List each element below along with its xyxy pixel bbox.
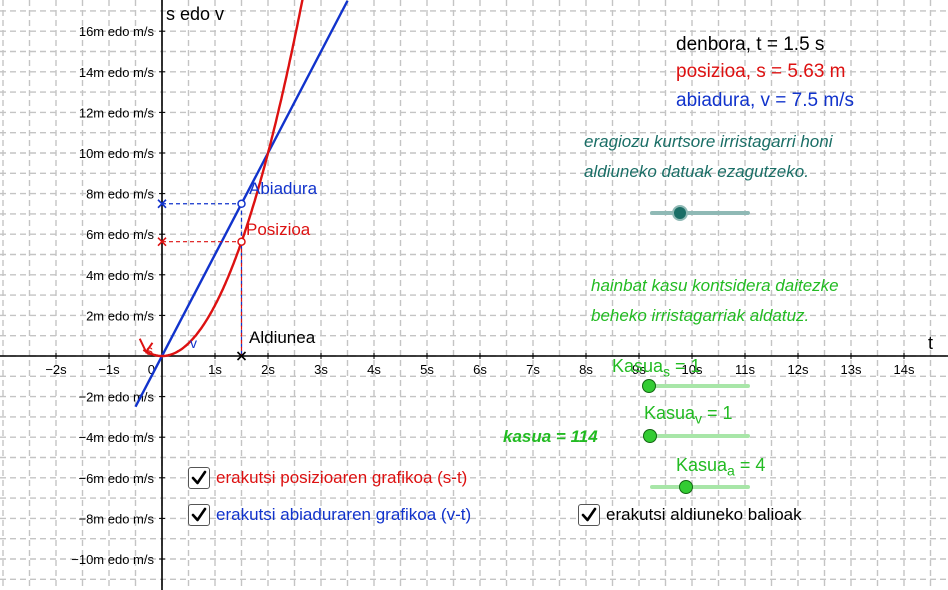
checkmark-icon — [191, 470, 207, 485]
kasua-a-slider-track[interactable] — [650, 485, 750, 489]
time-readout: denbora, t = 1.5 s — [676, 34, 825, 55]
kasua-s-label-value: = 1 — [670, 356, 701, 376]
y-tick-label: −2m edo m/s — [78, 390, 154, 405]
x-tick-label: 6s — [473, 362, 487, 377]
velocity-graph-checkbox-label: erakutsi abiaduraren grafikoa (v-t) — [216, 505, 472, 524]
s-curve-label: s — [146, 342, 153, 358]
x-tick-label: 9s — [632, 362, 646, 377]
x-tick-label: 7s — [526, 362, 540, 377]
y-tick-label: 16m edo m/s — [79, 24, 155, 39]
velocity-point — [237, 199, 246, 208]
kasua-s-label-main: Kasua — [612, 356, 664, 376]
y-tick-label: 4m edo m/s — [86, 268, 154, 283]
velocity-readout: abiadura, v = 7.5 m/s — [676, 90, 854, 111]
x-tick-label: 12s — [788, 362, 809, 377]
x-axis-label: t — [928, 333, 934, 353]
tick-labels: −2s −1s 0 1s 2s 3s 4s 5s 6s 7s 8s 9s 10s 11s 12s 13s 14s… — [45, 24, 915, 567]
y-tick-label: 6m edo m/s — [86, 227, 154, 242]
kasua-v-label-main: Kasua — [644, 403, 696, 423]
x-tick-label: 1s — [208, 362, 222, 377]
x-tick-label: 0 — [148, 362, 155, 377]
checkmark-icon — [581, 507, 597, 522]
instant-marker-icon — [236, 351, 247, 361]
velocity-graph-checkbox-row[interactable]: erakutsi abiaduraren grafikoa (v-t) — [188, 504, 471, 526]
kasua-s-slider-track[interactable] — [650, 384, 750, 388]
checkmark-icon — [191, 507, 207, 522]
y-tick-label: 2m edo m/s — [86, 308, 154, 323]
kasua-v-slider-knob[interactable] — [643, 429, 657, 443]
position-graph-checkbox-row[interactable]: erakutsi posizioaren grafikoa (s-t) — [188, 467, 467, 489]
y-tick-label: 14m edo m/s — [79, 65, 155, 80]
kasua-a-slider-knob[interactable] — [679, 480, 693, 494]
kasua-a-slider-label: Kasuaa = 4 — [676, 455, 765, 479]
v-curve-label: v — [190, 335, 197, 351]
instant-values-checkbox-label: erakutsi aldiuneko balioak — [606, 505, 802, 524]
kasua-s-label-sub: s — [663, 363, 671, 380]
y-tick-label: 12m edo m/s — [79, 105, 155, 120]
y-tick-label: −8m edo m/s — [78, 511, 154, 526]
instant-values-checkbox-row[interactable]: erakutsi aldiuneko balioak — [578, 504, 802, 526]
instant-label: Aldiunea — [249, 328, 316, 347]
x-tick-label: 14s — [894, 362, 915, 377]
y-tick-label: −6m edo m/s — [78, 471, 154, 486]
y-tick-label: 8m edo m/s — [86, 187, 154, 202]
kasua-v-slider-track[interactable] — [650, 434, 750, 438]
kasua-s-slider-knob[interactable] — [642, 379, 656, 393]
position-axis-marker-icon — [157, 237, 167, 247]
x-tick-label: 5s — [420, 362, 434, 377]
x-tick-label: −2s — [45, 362, 67, 377]
kasua-a-label-value: = 4 — [734, 455, 766, 475]
y-tick-label: −4m edo m/s — [78, 430, 154, 445]
instant-markers — [157, 199, 247, 361]
x-tick-label: 3s — [314, 362, 328, 377]
y-tick-label: 10m edo m/s — [79, 146, 155, 161]
velocity-graph-checkbox[interactable] — [188, 504, 210, 526]
x-tick-label: 10s — [682, 362, 703, 377]
position-point — [237, 237, 246, 246]
cases-hint-line-2: beheko irristagarriak aldatuz. — [591, 306, 810, 325]
cursor-hint-line-1: eragiozu kurtsore irristagarri honi — [584, 132, 833, 151]
x-tick-label: 13s — [841, 362, 862, 377]
position-arrow-icon — [138, 338, 154, 354]
position-graph-curve — [142, 0, 304, 358]
cursor-hint-line-2: aldiuneko datuak ezagutzeko. — [584, 162, 809, 181]
kasua-v-label-value: = 1 — [702, 403, 733, 423]
x-tick-label: 2s — [261, 362, 275, 377]
x-tick-label: 8s — [579, 362, 593, 377]
x-tick-label: 11s — [735, 362, 755, 377]
kasua-a-label-main: Kasua — [676, 455, 728, 475]
kasua-v-slider-label: Kasuav = 1 — [644, 403, 733, 427]
kasua-v-label-sub: v — [695, 410, 703, 427]
velocity-axis-marker-icon — [157, 199, 167, 209]
position-readout: posizioa, s = 5.63 m — [676, 61, 846, 82]
instant-values-checkbox[interactable] — [578, 504, 600, 526]
time-slider-track[interactable] — [650, 211, 750, 215]
velocity-point-label: Abiadura — [249, 179, 318, 198]
position-point-label: Posizioa — [246, 220, 311, 239]
position-graph-checkbox-label: erakutsi posizioaren grafikoa (s-t) — [216, 468, 468, 487]
x-tick-label: −1s — [98, 362, 120, 377]
cases-hint-line-1: hainbat kasu kontsidera daitezke — [591, 276, 839, 295]
y-axis-label: s edo v — [166, 4, 225, 24]
x-tick-label: 4s — [367, 362, 381, 377]
time-slider-knob[interactable] — [672, 205, 688, 221]
kasua-s-slider-label: Kasuas = 1 — [612, 356, 701, 380]
kasua-a-label-sub: a — [727, 462, 735, 479]
kasua-value: kasua = 114 — [503, 427, 598, 446]
position-graph-checkbox[interactable] — [188, 467, 210, 489]
y-tick-label: −10m edo m/s — [71, 552, 154, 567]
